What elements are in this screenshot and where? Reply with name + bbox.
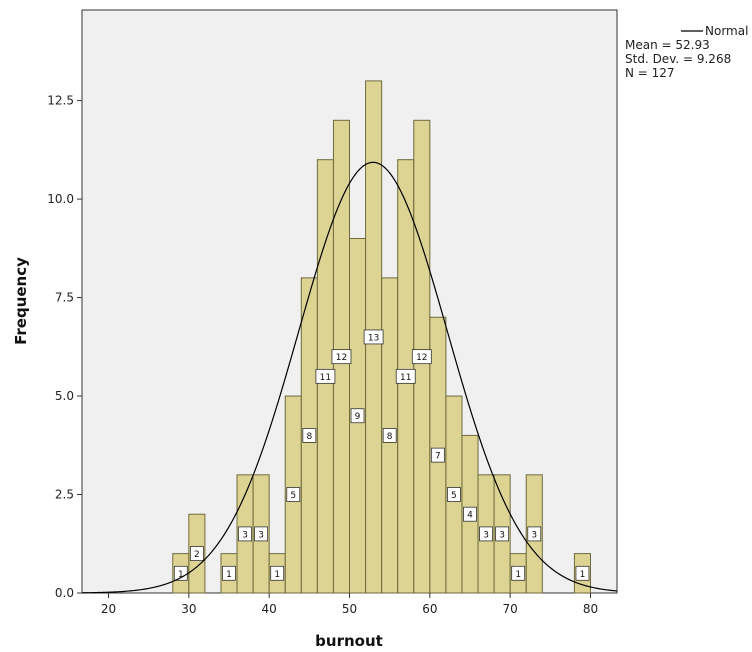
bar-count-label: 12 [416,353,427,363]
bar-count-label-box [189,546,204,562]
bar-count-label: 1 [580,570,586,580]
bar-count-label: 5 [290,491,296,501]
legend-std-dev: Std. Dev. = 9.268 [625,52,731,66]
bar-count-label-box [575,565,590,581]
legend-series-name: Normal [705,24,748,38]
bar-count-label: 11 [400,373,411,383]
bar-count-label: 3 [242,530,248,540]
legend-mean: Mean = 52.93 [625,38,710,52]
bar-count-label-box [254,526,269,542]
x-tick-label: 60 [422,602,437,616]
bar-count-label-box [479,526,493,542]
bar-count-label: 9 [355,412,361,422]
bar-count-label-box [411,349,432,365]
bar-count-label-box [270,565,285,581]
x-tick-label: 30 [181,602,196,616]
y-tick-label: 7.5 [55,291,74,305]
bar-count-label: 4 [467,511,473,521]
x-axis: 20 30 40 50 60 70 80 [101,593,598,616]
bar-count-label-box [495,526,510,542]
x-tick-label: 70 [503,602,518,616]
bar-count-label: 1 [226,570,232,580]
y-axis: 0.0 2.5 5.0 7.5 10.0 12.5 [47,94,82,600]
bar-count-label: 3 [483,530,489,540]
bar-count-label: 8 [387,432,393,442]
bar-count-label-box [302,428,317,443]
bar-count-label: 1 [274,570,280,580]
bar-count-label-box [447,487,461,502]
x-tick-label: 80 [583,602,598,616]
x-tick-label: 20 [101,602,116,616]
bar-count-label-box [395,368,416,384]
bar-count-label: 1 [178,570,184,580]
bar-count-label-box [222,565,236,581]
bar-count-label: 2 [194,550,200,560]
bar-count-label-box [363,329,384,345]
bar-count-label-box [331,349,352,365]
y-tick-label: 2.5 [55,488,74,502]
bar-count-label-box [350,408,365,424]
bar-count-label: 1 [515,570,521,580]
y-tick-label: 0.0 [55,586,74,600]
bar-count-label: 8 [306,432,312,442]
bar-count-label-box [430,447,445,463]
bar-count-label-box [238,526,252,542]
bar-count-label-box [315,368,336,384]
legend: Normal Mean = 52.93 Std. Dev. = 9.268 N … [625,24,748,80]
bar-count-label-box [382,428,397,443]
bar-count-label: 12 [336,353,347,363]
bar-count-label-box [527,526,542,542]
bar-count-label-box [286,487,301,502]
legend-n: N = 127 [625,66,675,80]
bar-count-label: 7 [435,452,441,462]
bar-count-label: 11 [320,373,331,383]
bar-count-label: 3 [531,530,537,540]
y-tick-label: 10.0 [47,192,74,206]
bar-count-label: 13 [368,333,379,343]
x-tick-label: 50 [342,602,357,616]
y-tick-label: 5.0 [55,389,74,403]
bar-count-label-box [463,506,477,522]
bar-count-label-box [511,565,526,581]
bar-count-label: 3 [499,530,505,540]
y-axis-title: Frequency [12,257,30,345]
normal-curve-line [81,161,618,594]
y-tick-label: 12.5 [47,94,74,108]
bar-count-label: 5 [451,491,457,501]
x-axis-title: burnout [315,632,383,650]
bar-count-label: 3 [258,530,264,540]
x-tick-label: 40 [262,602,277,616]
